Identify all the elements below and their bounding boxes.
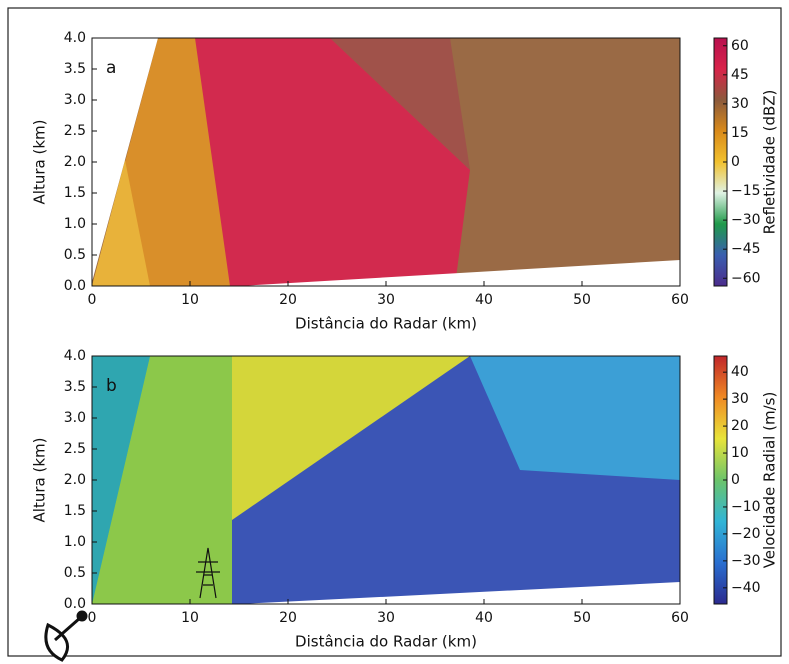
colorbar-tick-label: 40 — [731, 364, 749, 380]
x-axis-label: Distância do Radar (km) — [295, 633, 477, 651]
y-tick-label: 1.0 — [64, 216, 86, 232]
y-tick-label: 3.0 — [64, 410, 86, 426]
colorbar-tick-label: 20 — [731, 418, 749, 434]
x-tick-label: 30 — [377, 292, 395, 308]
colorbar-tick-label: 0 — [731, 472, 740, 488]
colorbar-tick-label: 30 — [731, 96, 749, 112]
y-tick-label: 1.5 — [64, 185, 86, 201]
colorbar-tick-label: 45 — [731, 67, 749, 83]
x-tick-label: 60 — [671, 292, 689, 308]
y-tick-label: 3.0 — [64, 92, 86, 108]
colorbar-tick-label: 60 — [731, 38, 749, 54]
y-tick-label: 2.5 — [64, 123, 86, 139]
x-tick-label: 10 — [181, 292, 199, 308]
panel-label: b — [106, 376, 117, 396]
pylon-icon — [196, 547, 220, 599]
x-tick-label: 0 — [88, 610, 97, 626]
radar-icon — [44, 610, 88, 662]
y-tick-label: 4.0 — [64, 348, 86, 364]
colorbar-tick-label: −40 — [731, 580, 761, 596]
x-tick-label: 20 — [279, 292, 297, 308]
y-tick-label: 0.0 — [64, 278, 86, 294]
x-tick-label: 50 — [573, 610, 591, 626]
colorbar-tick-label: −30 — [731, 212, 761, 228]
colorbar-tick-label: −60 — [731, 270, 761, 286]
colorbar-tick-label: 0 — [731, 154, 740, 170]
colorbar-label: Refletividade (dBZ) — [761, 90, 779, 235]
y-tick-label: 0.5 — [64, 565, 86, 581]
colorbar-tick-label: −45 — [731, 241, 761, 257]
colorbar-tick-label: −30 — [731, 553, 761, 569]
colorbar-tick-label: 10 — [731, 445, 749, 461]
y-tick-label: 2.0 — [64, 472, 86, 488]
x-tick-label: 20 — [279, 610, 297, 626]
x-tick-label: 60 — [671, 610, 689, 626]
panel-label: a — [106, 58, 116, 78]
colorbar-tick-label: −10 — [731, 499, 761, 515]
colorbar-tick-label: 15 — [731, 125, 749, 141]
y-tick-label: 2.5 — [64, 441, 86, 457]
x-tick-label: 50 — [573, 292, 591, 308]
y-tick-label: 1.0 — [64, 534, 86, 550]
colorbar-tick-label: −20 — [731, 526, 761, 542]
y-axis-label: Altura (km) — [31, 438, 49, 523]
x-tick-label: 40 — [475, 292, 493, 308]
colorbar-tick-label: −15 — [731, 183, 761, 199]
colorbar-tick-label: 30 — [731, 391, 749, 407]
x-axis-label: Distância do Radar (km) — [295, 315, 477, 333]
y-tick-label: 3.5 — [64, 61, 86, 77]
radar-field-a — [92, 38, 680, 286]
y-tick-label: 2.0 — [64, 154, 86, 170]
x-tick-label: 40 — [475, 610, 493, 626]
y-tick-label: 1.5 — [64, 503, 86, 519]
x-tick-label: 10 — [181, 610, 199, 626]
x-tick-label: 30 — [377, 610, 395, 626]
y-tick-label: 3.5 — [64, 379, 86, 395]
y-tick-label: 4.0 — [64, 30, 86, 46]
x-tick-label: 0 — [88, 292, 97, 308]
y-axis-label: Altura (km) — [31, 120, 49, 205]
y-tick-label: 0.5 — [64, 247, 86, 263]
y-tick-label: 0.0 — [64, 596, 86, 612]
frame — [7, 7, 782, 657]
radar-field-b — [92, 356, 680, 604]
colorbar-label: Velocidade Radial (m/s) — [761, 392, 779, 569]
